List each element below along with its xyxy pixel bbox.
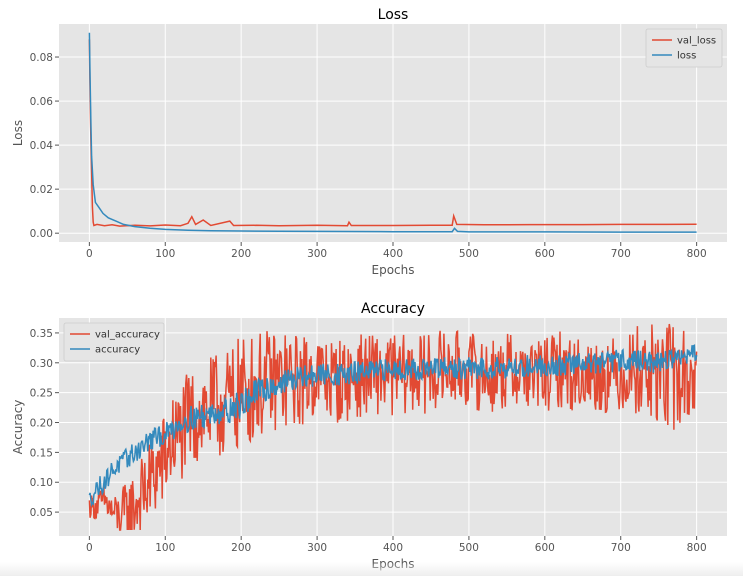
- x-tick-label: 100: [155, 542, 175, 554]
- x-tick-label: 600: [535, 248, 555, 260]
- x-tick-label: 0: [86, 542, 93, 554]
- chart-title: Accuracy: [361, 301, 425, 317]
- x-tick-label: 600: [535, 542, 555, 554]
- x-tick-label: 300: [307, 542, 327, 554]
- y-tick-label: 0.06: [30, 96, 54, 108]
- legend-box: [63, 322, 165, 362]
- x-tick-label: 800: [687, 542, 707, 554]
- y-tick-label: 0.00: [30, 228, 53, 240]
- y-tick-label: 0.25: [30, 388, 53, 400]
- y-tick-label: 0.10: [30, 477, 53, 489]
- series-line-loss: [88, 32, 697, 233]
- accuracy-chart: 0 100 200 300 400 500 600 700 800 0.05 0.10 0.15 0.2…: [11, 301, 727, 571]
- x-tick-label: 800: [687, 248, 707, 260]
- y-tick-label: 0.30: [30, 358, 53, 370]
- y-tick-label: 0.02: [30, 184, 53, 196]
- x-axis-label: Epochs: [372, 263, 415, 277]
- y-tick-label: 0.08: [30, 52, 53, 64]
- x-tick-label: 300: [307, 248, 327, 260]
- legend-label: loss: [677, 51, 696, 62]
- x-tick-label: 500: [459, 248, 479, 260]
- series-line-accuracy: [88, 344, 698, 508]
- bottom-shade: [0, 562, 743, 576]
- legend-label: val_accuracy: [95, 330, 160, 341]
- x-tick-label: 200: [231, 542, 251, 554]
- y-tick-label: 0.04: [30, 140, 54, 152]
- y-tick-label: 0.20: [30, 418, 53, 430]
- series-line-val-loss: [88, 39, 697, 227]
- x-tick-label: 700: [611, 542, 631, 554]
- x-tick-label: 200: [231, 248, 251, 260]
- x-tick-label: 400: [383, 542, 403, 554]
- x-tick-label: 400: [383, 248, 403, 260]
- loss-chart: 0 100 200 300 400 500 600 700 800 0.00 0.02 0.04 0.0…: [11, 7, 727, 277]
- legend-label: val_loss: [677, 36, 716, 47]
- chart-title: Loss: [378, 7, 409, 23]
- legend-label: accuracy: [95, 345, 140, 356]
- x-tick-label: 700: [611, 248, 631, 260]
- y-tick-label: 0.05: [30, 507, 53, 519]
- legend-box: [645, 28, 723, 68]
- y-tick-label: 0.35: [30, 328, 53, 340]
- x-tick-label: 500: [459, 542, 479, 554]
- y-axis-label: Loss: [11, 120, 25, 146]
- y-tick-label: 0.15: [30, 447, 53, 459]
- x-tick-label: 100: [155, 248, 175, 260]
- series-line-val-accuracy: [88, 323, 698, 531]
- y-axis-label: Accuracy: [11, 400, 25, 455]
- x-tick-label: 0: [86, 248, 93, 260]
